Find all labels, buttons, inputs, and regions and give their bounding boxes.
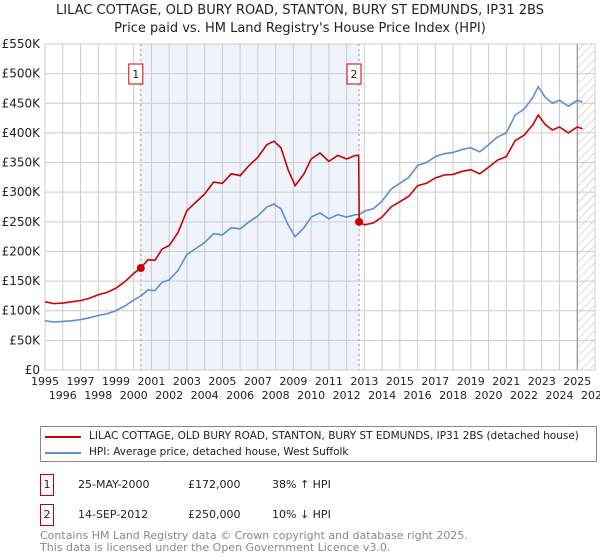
legend-swatch-red <box>45 435 81 438</box>
x-tick-label: 2015 <box>386 375 414 388</box>
sale-label: 1 <box>132 68 139 81</box>
sale-point <box>136 264 145 273</box>
x-tick-label: 2003 <box>173 375 201 388</box>
y-tick-label: £150K <box>2 274 42 288</box>
x-tick-label: 2002 <box>155 389 183 402</box>
x-tick-label: 1999 <box>102 375 130 388</box>
legend: LILAC COTTAGE, OLD BURY ROAD, STANTON, B… <box>40 426 597 462</box>
hatched-forecast-region <box>577 44 595 370</box>
y-tick-label: £0 <box>25 363 40 377</box>
shaded-ownership-period <box>140 44 360 370</box>
x-tick-label: 2014 <box>368 389 396 402</box>
x-tick-label: 2010 <box>297 389 325 402</box>
x-tick-label: 2012 <box>333 389 361 402</box>
x-tick-label: 2024 <box>546 389 574 402</box>
x-tick-label: 1995 <box>31 375 59 388</box>
x-tick-label: 2006 <box>226 389 254 402</box>
x-tick-label: 1996 <box>49 389 77 402</box>
x-tick-label: 2021 <box>492 375 520 388</box>
y-tick-label: £350K <box>2 156 42 170</box>
x-tick-label: 2023 <box>528 375 556 388</box>
x-tick-label: 2025 <box>563 375 591 388</box>
x-tick-label: 2001 <box>137 375 165 388</box>
legend-item-property: LILAC COTTAGE, OLD BURY ROAD, STANTON, B… <box>45 430 579 443</box>
y-tick-label: £250K <box>2 215 42 229</box>
footer-licence: This data is licensed under the Open Gov… <box>40 541 391 554</box>
y-tick-label: £450K <box>2 96 42 110</box>
transaction-hpi: 10% ↓ HPI <box>272 508 331 521</box>
legend-label-property: LILAC COTTAGE, OLD BURY ROAD, STANTON, B… <box>89 430 579 442</box>
chart-subtitle: Price paid vs. HM Land Registry's House … <box>114 21 486 36</box>
x-tick-label: 1997 <box>66 375 94 388</box>
legend-item-hpi: HPI: Average price, detached house, West… <box>45 446 349 459</box>
y-tick-label: £50K <box>9 333 41 347</box>
x-tick-label: 1998 <box>84 389 112 402</box>
transaction-date: 14-SEP-2012 <box>78 508 149 521</box>
x-tick-label: 2000 <box>120 389 148 402</box>
x-tick-label: 2005 <box>208 375 236 388</box>
y-tick-label: £300K <box>2 185 42 199</box>
transaction-price: £250,000 <box>188 508 241 521</box>
legend-swatch-blue <box>45 451 81 454</box>
x-tick-label: 2018 <box>439 389 467 402</box>
legend-label-hpi: HPI: Average price, detached house, West… <box>89 446 349 458</box>
x-tick-label: 2009 <box>279 375 307 388</box>
x-tick-label: 2026 <box>581 389 600 402</box>
x-tick-label: 2019 <box>457 375 485 388</box>
x-tick-label: 2008 <box>262 389 290 402</box>
footer-copyright: Contains HM Land Registry data © Crown c… <box>40 529 468 542</box>
transaction-badge: 2 <box>40 504 54 526</box>
y-tick-label: £550K <box>2 37 42 51</box>
x-tick-label: 2020 <box>475 389 503 402</box>
x-tick-label: 2013 <box>350 375 378 388</box>
transaction-hpi: 38% ↑ HPI <box>272 478 331 491</box>
x-tick-label: 2016 <box>404 389 432 402</box>
y-tick-label: £500K <box>2 67 42 81</box>
plot-frame <box>44 43 596 371</box>
x-tick-label: 2011 <box>315 375 343 388</box>
transaction-price: £172,000 <box>188 478 241 491</box>
y-tick-label: £400K <box>2 126 42 140</box>
y-tick-label: £200K <box>2 244 42 258</box>
x-tick-label: 2007 <box>244 375 272 388</box>
sale-label: 2 <box>351 68 358 81</box>
sale-label-box <box>128 63 144 85</box>
transaction-badge: 1 <box>40 474 54 496</box>
transaction-date: 25-MAY-2000 <box>78 478 150 491</box>
x-tick-label: 2017 <box>421 375 449 388</box>
hpi-line <box>44 85 583 323</box>
y-tick-label: £100K <box>2 304 42 318</box>
chart-title: LILAC COTTAGE, OLD BURY ROAD, STANTON, B… <box>56 3 544 18</box>
x-tick-label: 2004 <box>191 389 219 402</box>
footer: Contains HM Land Registry data © Crown c… <box>40 530 468 554</box>
sale-label-box <box>346 63 362 85</box>
sale-point <box>355 217 364 226</box>
x-tick-label: 2022 <box>510 389 538 402</box>
price-chart: 1995199619971998199920002001200220032004… <box>2 37 600 402</box>
